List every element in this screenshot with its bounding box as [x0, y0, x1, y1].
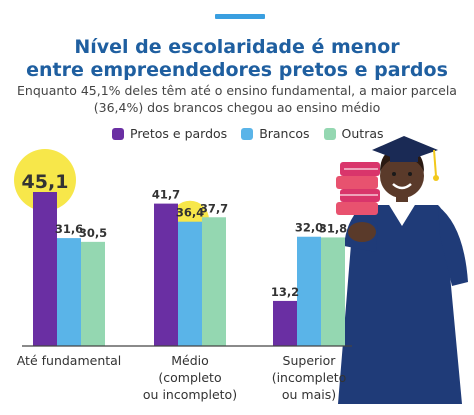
graduate-illustration — [336, 136, 468, 404]
bars — [33, 192, 345, 346]
category-label-1-line-0: Médio — [171, 353, 209, 368]
category-label-2-line-2: ou mais) — [282, 387, 336, 402]
category-label-2-line-0: Superior — [283, 353, 337, 368]
bar-pretos-2 — [273, 300, 297, 346]
category-label-0-line-0: Até fundamental — [17, 353, 122, 368]
legend-label-pretos: Pretos e pardos — [130, 126, 228, 141]
legend-item-outras: Outras — [323, 126, 384, 141]
bar-pretos-0 — [33, 192, 57, 346]
bar-outras-0 — [81, 241, 105, 346]
legend-label-brancos: Brancos — [259, 126, 310, 141]
chart-title-line-1: Nível de escolaridade é menor — [74, 36, 400, 58]
bar-outras-1 — [202, 217, 226, 346]
value-label-outras-2: 31,8 — [319, 221, 347, 235]
category-label-2-line-1: (incompleto — [272, 370, 347, 385]
value-label-brancos-2: 32,0 — [295, 221, 323, 235]
category-label-1-line-2: ou incompleto) — [143, 387, 237, 402]
value-label-outras-1: 37,7 — [200, 201, 228, 215]
accent-bar — [215, 14, 265, 19]
legend: Pretos e pardos Brancos Outras — [112, 126, 384, 141]
highlight-circle-pretos-0 — [14, 149, 76, 211]
legend-item-pretos: Pretos e pardos — [112, 126, 227, 141]
value-labels: 45,1 31,630,5 41,7 36,437,7 13,2 32,031,8 — [22, 171, 348, 299]
bar-brancos-2 — [297, 236, 321, 346]
bar-outras-2 — [321, 237, 345, 346]
category-label-1-line-1: (completo — [158, 370, 221, 385]
bar-pretos-1 — [154, 203, 178, 346]
chart-subtitle-line-2: (36,4%) dos brancos chegou ao ensino méd… — [93, 100, 381, 115]
chart-title-line-2: entre empreendedores pretos e pardos — [26, 59, 448, 81]
value-label-brancos-0: 31,6 — [55, 222, 83, 236]
bar-brancos-0 — [57, 238, 81, 346]
value-label-outras-0: 30,5 — [79, 226, 107, 240]
chart-subtitle-line-1: Enquanto 45,1% deles têm até o ensino fu… — [17, 83, 457, 98]
legend-swatch-pretos — [112, 127, 124, 140]
value-label-brancos-1: 36,4 — [176, 206, 204, 220]
legend-swatch-outras — [323, 127, 336, 140]
value-label-pretos-2: 13,2 — [271, 285, 299, 299]
value-label-pretos-0: 45,1 — [22, 171, 69, 193]
legend-swatch-brancos — [241, 127, 254, 140]
category-labels: Até fundamental Médio (completo ou incomple… — [17, 353, 347, 402]
bar-brancos-1 — [178, 221, 202, 346]
legend-item-brancos: Brancos — [241, 126, 310, 141]
value-label-pretos-1: 41,7 — [152, 188, 180, 202]
legend-label-outras: Outras — [341, 126, 384, 141]
